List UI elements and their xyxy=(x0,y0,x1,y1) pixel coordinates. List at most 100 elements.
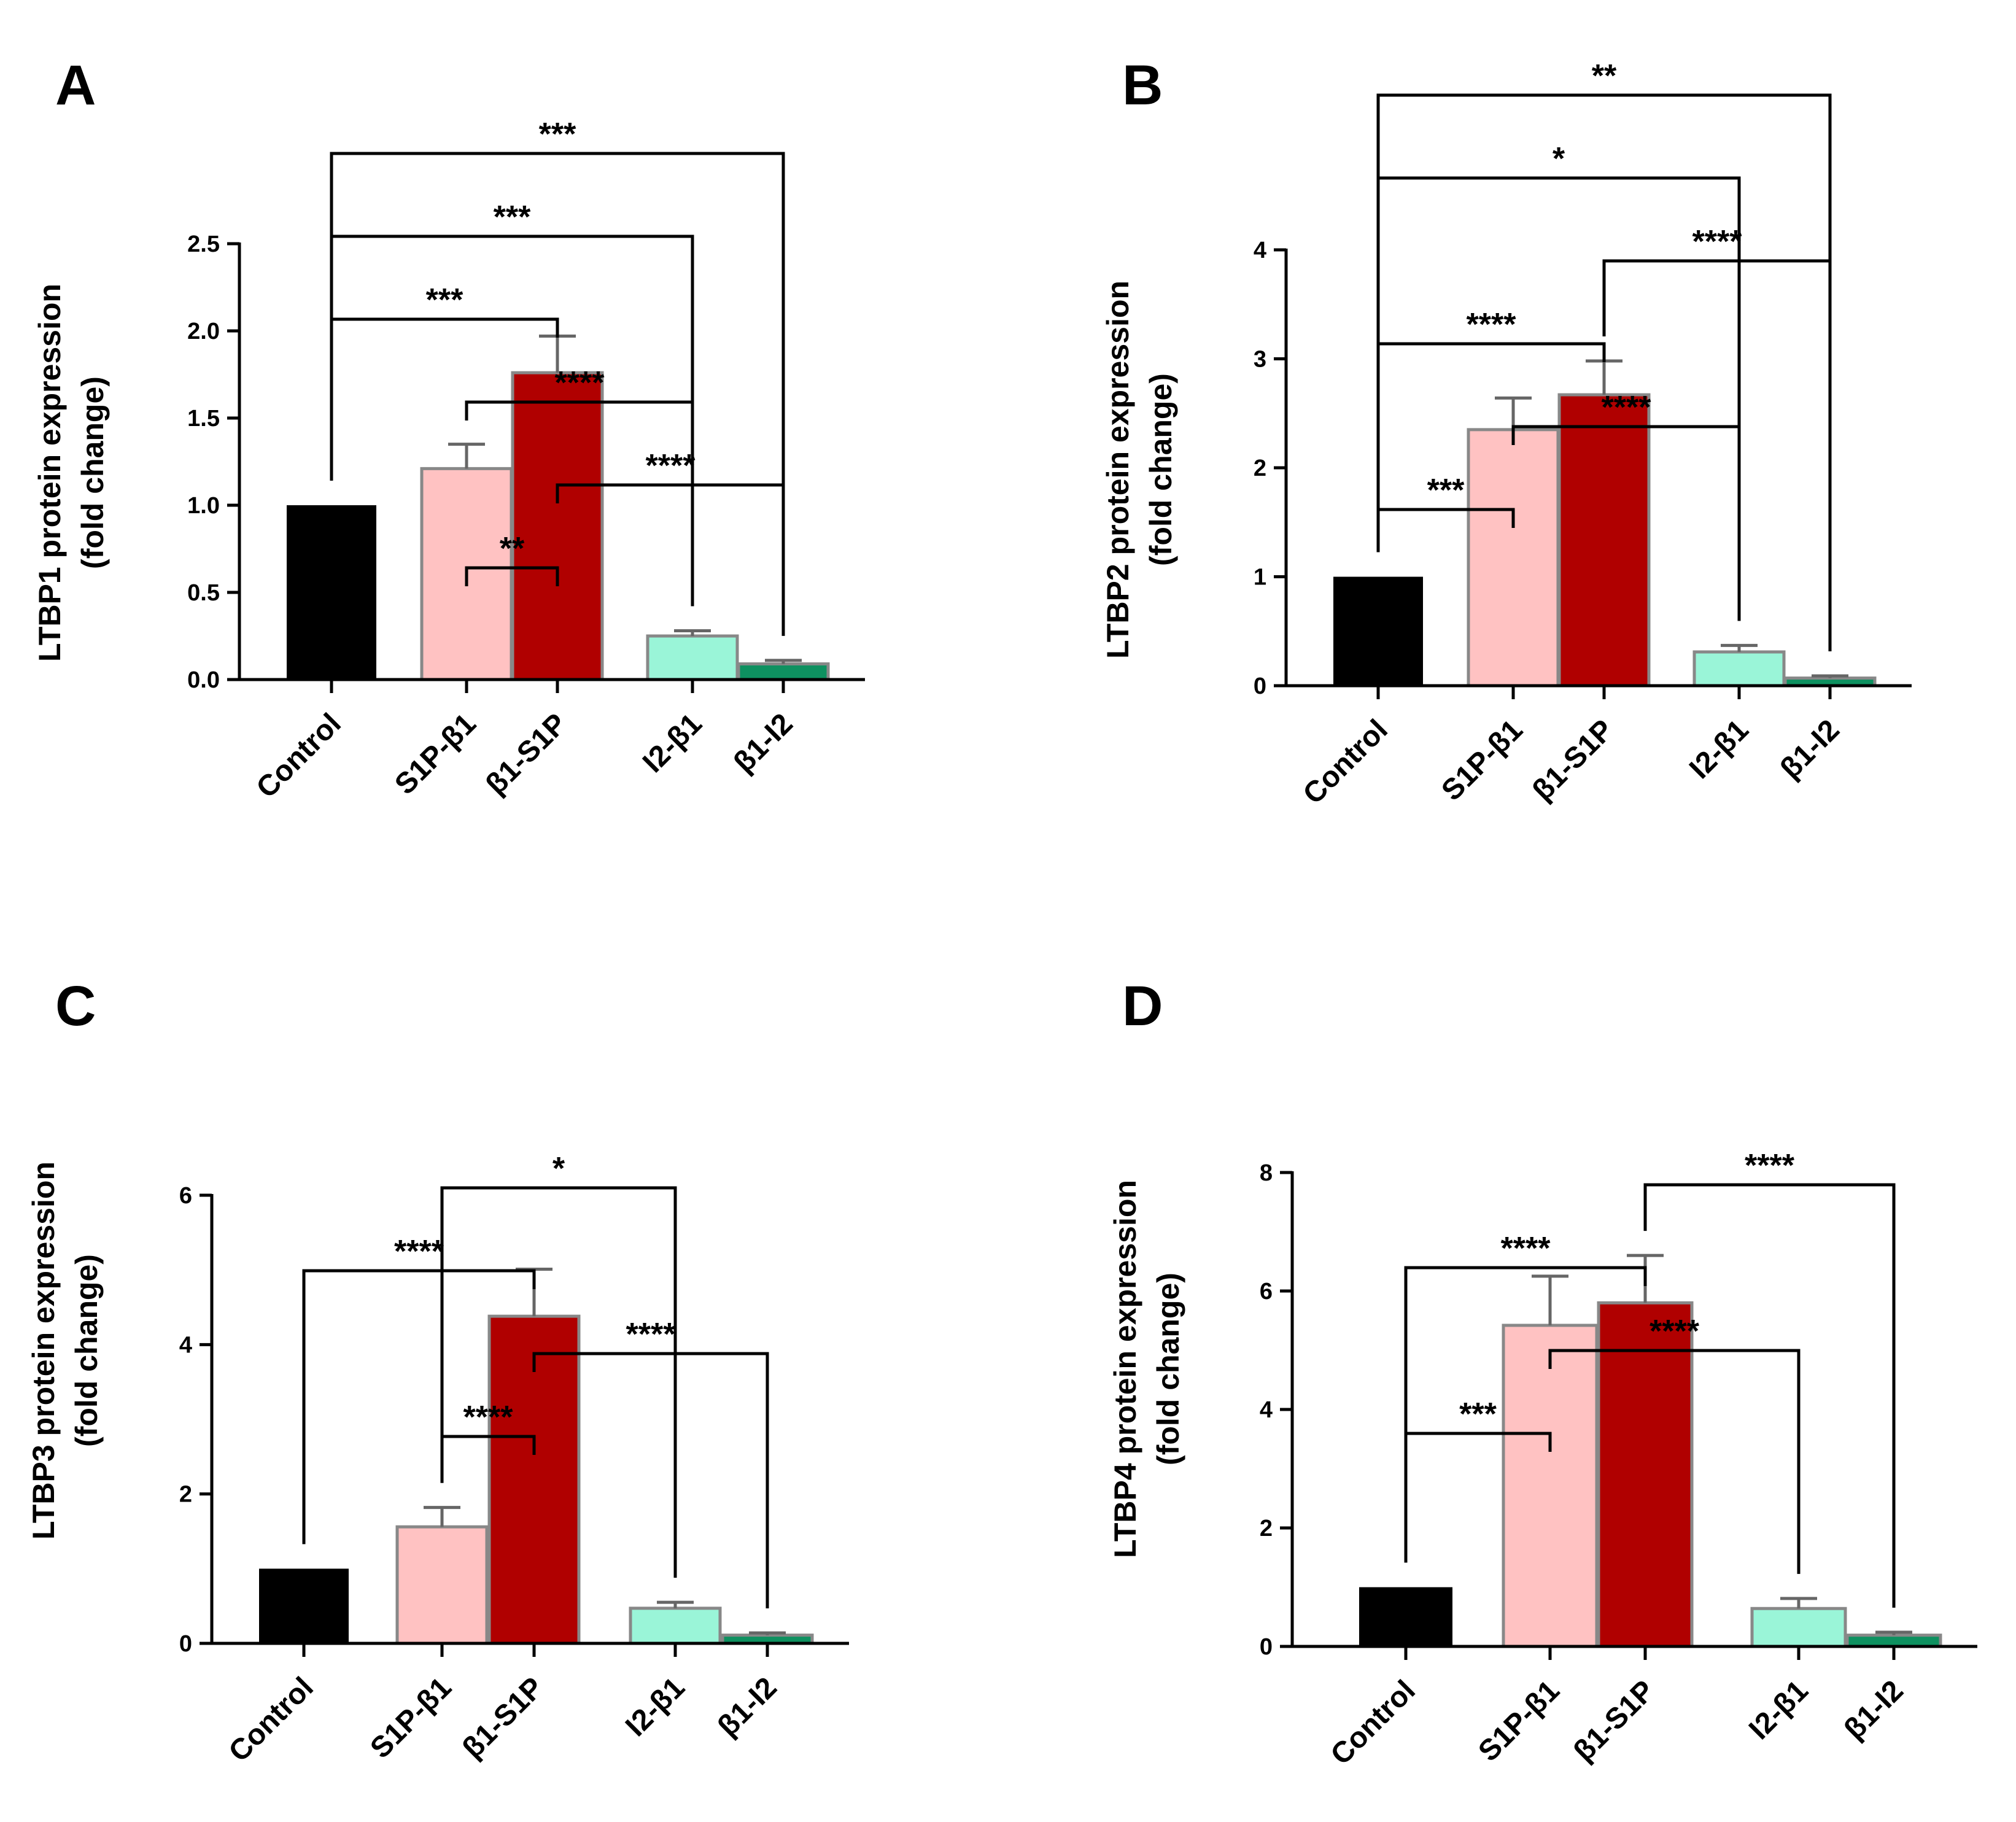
bar-b-1 xyxy=(1467,428,1560,688)
y-axis-label-a-line1: LTBP1 protein expression xyxy=(33,284,67,662)
category-label-d-4: β1-I2 xyxy=(1838,1674,1910,1746)
category-label-a-1: S1P-β1 xyxy=(389,707,483,801)
error-bar-b-3 xyxy=(1721,643,1758,652)
y-tick-label-d-3: 6 xyxy=(1260,1279,1273,1304)
bar-a-4 xyxy=(737,662,830,681)
y-tick-label-c-2: 4 xyxy=(179,1332,192,1358)
significance-bracket-c-3 xyxy=(440,1186,677,1578)
bar-d-4 xyxy=(1845,1634,1942,1648)
category-label-c-2: β1-S1P xyxy=(456,1671,550,1765)
significance-label-d-2: **** xyxy=(1501,1231,1551,1266)
significance-bracket-c-2 xyxy=(302,1269,536,1545)
significance-bracket-a-0 xyxy=(465,566,559,586)
bar-c-1 xyxy=(395,1525,489,1645)
panel-a: A LTBP1 protein expression (fold change)… xyxy=(33,54,865,804)
significance-label-c-3: * xyxy=(552,1151,565,1187)
y-tick-label-b-3: 3 xyxy=(1254,347,1266,373)
significance-bracket-d-1 xyxy=(1548,1349,1801,1574)
y-axis-label-b-line1: LTBP2 protein expression xyxy=(1101,281,1135,659)
bar-a-0 xyxy=(287,505,376,680)
bar-d-2 xyxy=(1597,1301,1694,1648)
y-tick-label-d-0: 0 xyxy=(1260,1634,1273,1660)
significance-label-d-0: *** xyxy=(1459,1397,1497,1432)
bar-c-0 xyxy=(259,1568,349,1643)
error-bar-d-4 xyxy=(1875,1630,1912,1635)
category-label-c-3: I2-β1 xyxy=(619,1671,691,1743)
y-tick-label-c-0: 0 xyxy=(179,1631,192,1657)
significance-label-b-0: *** xyxy=(1427,473,1465,508)
significance-label-a-3: *** xyxy=(426,282,463,318)
error-bar-c-3 xyxy=(657,1600,694,1608)
y-axis-label-d-line2: (fold change) xyxy=(1151,1273,1185,1465)
bar-b-2 xyxy=(1557,393,1651,688)
category-label-b-2: β1-S1P xyxy=(1526,713,1620,807)
panel-c: C LTBP3 protein expression (fold change)… xyxy=(26,975,849,1768)
significance-bracket-d-3 xyxy=(1643,1183,1896,1608)
category-label-a-3: I2-β1 xyxy=(637,707,708,779)
bar-d-1 xyxy=(1502,1324,1599,1648)
error-bar-b-4 xyxy=(1812,674,1848,678)
significance-label-a-0: ** xyxy=(500,531,525,567)
y-tick-label-a-1: 0.5 xyxy=(187,580,220,606)
category-label-d-2: β1-S1P xyxy=(1567,1674,1661,1768)
y-axis-label-c-line2: (fold change) xyxy=(69,1254,104,1447)
y-tick-label-a-0: 0.0 xyxy=(187,667,220,693)
bar-d-3 xyxy=(1750,1607,1847,1648)
category-label-a-4: β1-I2 xyxy=(727,707,799,779)
category-label-d-1: S1P-β1 xyxy=(1472,1674,1566,1768)
category-label-a-2: β1-S1P xyxy=(479,707,573,801)
category-label-b-1: S1P-β1 xyxy=(1435,713,1529,807)
significance-label-a-1: **** xyxy=(646,448,696,484)
significance-label-a-4: *** xyxy=(494,200,531,235)
y-tick-label-a-2: 1.0 xyxy=(187,493,220,519)
bar-d-0 xyxy=(1359,1587,1452,1646)
significance-label-a-5: *** xyxy=(539,117,576,152)
y-tick-label-d-4: 8 xyxy=(1260,1160,1273,1186)
panel-b: B LTBP2 protein expression (fold change)… xyxy=(1101,54,1912,810)
bar-c-3 xyxy=(629,1607,722,1645)
panel-letter-c: C xyxy=(55,975,96,1037)
significance-label-b-1: **** xyxy=(1602,390,1652,425)
category-label-b-4: β1-I2 xyxy=(1774,713,1846,785)
error-bar-d-3 xyxy=(1780,1597,1817,1609)
error-bar-a-3 xyxy=(674,629,711,636)
bar-a-3 xyxy=(646,634,739,681)
y-tick-label-c-1: 2 xyxy=(179,1482,192,1508)
y-tick-label-b-1: 1 xyxy=(1254,565,1266,591)
error-bar-c-4 xyxy=(749,1631,786,1635)
error-bar-b-1 xyxy=(1495,396,1532,430)
panel-letter-a: A xyxy=(55,54,96,117)
panel-letter-d: D xyxy=(1122,975,1163,1037)
error-bar-c-1 xyxy=(424,1506,460,1527)
category-label-c-0: Control xyxy=(223,1671,320,1768)
significance-label-b-3: **** xyxy=(1692,224,1743,260)
y-tick-label-a-4: 2.0 xyxy=(187,319,220,344)
y-tick-label-a-5: 2.5 xyxy=(187,231,220,257)
category-label-b-0: Control xyxy=(1297,713,1394,810)
significance-bracket-d-2 xyxy=(1404,1266,1647,1563)
significance-bracket-b-5 xyxy=(1376,93,1832,652)
significance-bracket-c-1 xyxy=(532,1352,769,1608)
panel-d: D LTBP4 protein expression (fold change)… xyxy=(1108,975,1977,1771)
y-tick-label-b-2: 2 xyxy=(1254,456,1266,481)
error-bar-d-1 xyxy=(1532,1274,1568,1325)
y-axis-label-c-line1: LTBP3 protein expression xyxy=(26,1161,61,1540)
significance-label-b-2: **** xyxy=(1467,307,1517,343)
significance-label-b-5: ** xyxy=(1592,58,1617,94)
bar-b-3 xyxy=(1692,650,1786,688)
error-bar-a-1 xyxy=(448,443,485,469)
significance-label-c-2: **** xyxy=(394,1234,444,1270)
category-label-b-3: I2-β1 xyxy=(1683,713,1755,785)
y-tick-label-c-3: 6 xyxy=(179,1183,192,1209)
category-label-c-4: β1-I2 xyxy=(711,1671,783,1743)
y-tick-label-d-1: 2 xyxy=(1260,1516,1273,1541)
significance-label-b-4: * xyxy=(1553,141,1565,177)
category-label-d-3: I2-β1 xyxy=(1743,1674,1815,1746)
error-bar-a-4 xyxy=(765,659,802,664)
y-axis-label-a-line2: (fold change) xyxy=(76,376,110,569)
panel-letter-b: B xyxy=(1122,54,1163,117)
bar-b-0 xyxy=(1333,576,1423,686)
y-axis-label-b-line2: (fold change) xyxy=(1144,373,1178,566)
significance-label-d-3: **** xyxy=(1745,1148,1795,1184)
